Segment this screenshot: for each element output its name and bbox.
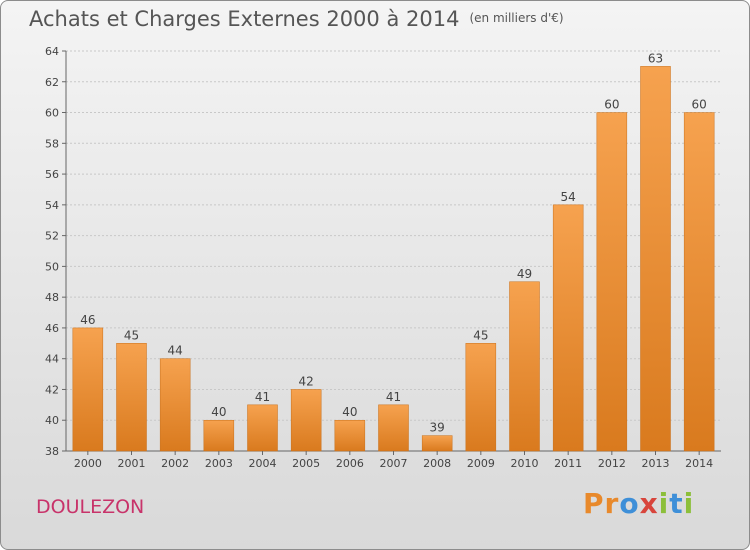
proxiti-logo: Proxiti <box>583 487 694 520</box>
bar-2001 <box>116 343 147 452</box>
bars <box>72 66 715 452</box>
chart-unit: (en milliers d'€) <box>469 11 564 25</box>
value-labels: 46 45 44 40 41 42 40 41 39 45 49 54 60 63 60 <box>80 51 707 434</box>
y-tick-label: 56 <box>45 168 59 181</box>
value-label: 39 <box>430 421 445 435</box>
value-label: 44 <box>168 344 183 358</box>
bar-2010 <box>509 281 540 452</box>
logo-letter: t <box>669 487 684 520</box>
bar-2014 <box>683 112 715 452</box>
y-tick-label: 42 <box>45 383 59 396</box>
value-label: 41 <box>386 390 401 404</box>
commune-name: DOULEZON <box>36 496 145 518</box>
x-tick-label: 2010 <box>511 457 539 470</box>
value-label: 49 <box>517 267 532 281</box>
bar-2013 <box>640 66 671 452</box>
value-label: 40 <box>342 405 357 419</box>
bar-2007 <box>378 404 409 452</box>
bar-2005 <box>290 389 322 452</box>
value-label: 41 <box>255 390 270 404</box>
y-tick-label: 40 <box>45 414 59 427</box>
value-label: 54 <box>561 190 576 204</box>
value-label: 60 <box>692 98 707 112</box>
y-tick-label: 64 <box>45 45 59 58</box>
bar-2009 <box>465 343 497 452</box>
x-tick-label: 2014 <box>685 457 713 470</box>
bar-2011 <box>552 204 584 452</box>
y-tick-label: 44 <box>45 353 59 366</box>
x-tick-label: 2013 <box>642 457 670 470</box>
value-label: 46 <box>80 313 95 327</box>
bar-2008 <box>421 435 453 452</box>
bar-2000 <box>72 327 104 452</box>
bar-2002 <box>159 358 191 452</box>
x-tick-label: 2007 <box>380 457 408 470</box>
y-tick-label: 50 <box>45 260 59 273</box>
logo-letter: o <box>619 487 640 520</box>
x-tick-label: 2004 <box>249 457 277 470</box>
y-tick-label: 58 <box>45 137 59 150</box>
logo-letter: r <box>604 487 620 520</box>
logo-letter: x <box>639 487 659 520</box>
x-tick-labels: 2000 2001 2002 2003 2004 2005 2006 2007 2008 2009… <box>74 451 713 470</box>
y-tick-label: 62 <box>45 76 59 89</box>
x-tick-label: 2000 <box>74 457 102 470</box>
bar-2003 <box>203 419 235 452</box>
logo-letter: i <box>658 487 670 520</box>
chart-title-text: Achats et Charges Externes 2000 à 2014 <box>29 7 460 31</box>
x-tick-label: 2005 <box>292 457 320 470</box>
y-tick-labels: 38 40 42 44 46 48 50 52 54 56 58 60 62 64 <box>45 45 59 458</box>
y-tick-label: 48 <box>45 291 59 304</box>
x-tick-label: 2002 <box>161 457 189 470</box>
y-tick-label: 52 <box>45 230 59 243</box>
bar-2004 <box>247 404 278 452</box>
y-tick-label: 54 <box>45 199 59 212</box>
value-label: 60 <box>604 98 619 112</box>
value-label: 45 <box>473 328 488 342</box>
logo-letter: i <box>683 487 695 520</box>
x-tick-label: 2006 <box>336 457 364 470</box>
value-label: 45 <box>124 328 139 342</box>
bar-2006 <box>334 419 366 452</box>
y-tick-label: 46 <box>45 322 59 335</box>
x-tick-label: 2012 <box>598 457 626 470</box>
value-label: 42 <box>299 374 314 388</box>
y-tick-label: 60 <box>45 107 59 120</box>
bar-2012 <box>596 112 628 452</box>
x-tick-label: 2008 <box>423 457 451 470</box>
value-label: 40 <box>211 405 226 419</box>
x-tick-label: 2003 <box>205 457 233 470</box>
chart-title: Achats et Charges Externes 2000 à 2014 (e… <box>29 7 564 31</box>
value-label: 63 <box>648 51 663 65</box>
logo-letter: P <box>583 487 605 520</box>
x-tick-label: 2009 <box>467 457 495 470</box>
y-tick-label: 38 <box>45 445 59 458</box>
x-tick-label: 2001 <box>118 457 146 470</box>
x-tick-label: 2011 <box>554 457 582 470</box>
